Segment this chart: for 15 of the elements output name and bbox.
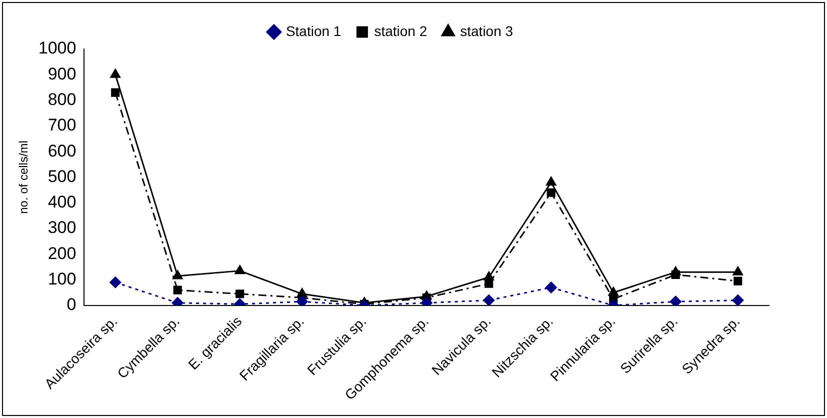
y-tick-label: 1000 — [38, 38, 76, 58]
y-axis-title: no. of cells/ml — [16, 140, 31, 214]
legend-label: station 3 — [460, 22, 514, 39]
legend-label: station 2 — [374, 22, 428, 39]
y-tick-label: 400 — [48, 192, 76, 212]
y-tick-label: 0 — [66, 295, 76, 314]
y-tick-label: 200 — [48, 244, 76, 263]
y-tick-label: 300 — [48, 218, 76, 238]
y-tick-label: 500 — [48, 166, 76, 186]
y-tick-label: 100 — [48, 269, 76, 288]
y-tick-label: 800 — [48, 90, 76, 109]
y-tick-label: 600 — [48, 141, 76, 160]
legend-label: Station 1 — [286, 22, 342, 39]
y-tick-label: 900 — [48, 64, 76, 84]
y-tick-label: 700 — [48, 116, 76, 135]
